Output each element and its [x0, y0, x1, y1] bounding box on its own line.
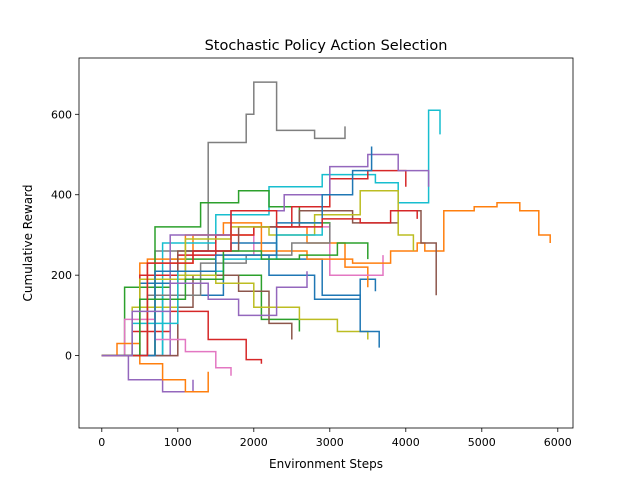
- series-group: [101, 81, 551, 393]
- y-tick-label: 200: [51, 269, 72, 282]
- series-line-24: [101, 210, 418, 357]
- x-tick-label: 2000: [240, 436, 268, 449]
- y-axis-ticks: 0 200 400 600: [51, 108, 79, 363]
- y-tick-label: 0: [65, 350, 72, 363]
- series-line-25: [101, 271, 308, 357]
- x-tick-label: 1000: [164, 436, 192, 449]
- x-tick-label: 5000: [468, 436, 496, 449]
- x-tick-label: 6000: [544, 436, 572, 449]
- series-line-17: [101, 318, 232, 376]
- x-axis-ticks: 0 1000 2000 3000 4000 5000 6000: [98, 428, 572, 449]
- y-tick-label: 400: [51, 189, 72, 202]
- series-line-22: [101, 342, 209, 393]
- y-tick-label: 600: [51, 108, 72, 121]
- series-line-19: [101, 189, 415, 357]
- series-line-23: [101, 242, 369, 357]
- x-axis-label: Environment Steps: [269, 457, 383, 471]
- x-tick-label: 0: [98, 436, 105, 449]
- x-tick-label: 3000: [316, 436, 344, 449]
- series-line-8: [101, 81, 346, 357]
- plot-frame: [78, 57, 574, 429]
- y-axis-label: Cumulative Reward: [21, 185, 35, 302]
- x-tick-label: 4000: [392, 436, 420, 449]
- chart-title: Stochastic Policy Action Selection: [205, 38, 448, 54]
